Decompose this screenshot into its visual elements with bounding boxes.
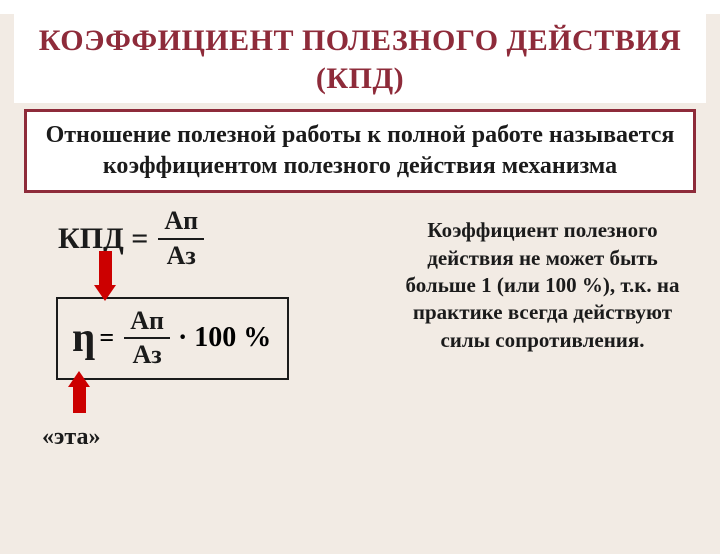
note-text: Коэффициент полезного действия не может … [390,217,695,353]
eta-symbol: ƞ [72,317,95,359]
fraction-2-num: Ап [124,307,170,340]
formula-eta-box: ƞ = Ап Аз · 100 % [56,297,289,380]
formulas-column: КПД = Ап Аз ƞ = Ап Аз · 100 % [28,207,368,450]
multiply-percent: · 100 % [178,322,271,354]
slide-title: КОЭФФИЦИЕНТ ПОЛЕЗНОГО ДЕЙСТВИЯ (КПД) [34,22,686,97]
title-container: КОЭФФИЦИЕНТ ПОЛЕЗНОГО ДЕЙСТВИЯ (КПД) [14,14,706,103]
fraction-2-den: Аз [126,339,167,370]
equals-sign: = [99,323,114,353]
arrow-down-icon [94,251,116,301]
arrow-up-icon [68,371,90,413]
eta-name-label: «эта» [42,424,368,451]
formula-kpd: КПД = Ап Аз [28,207,368,270]
slide: КОЭФФИЦИЕНТ ПОЛЕЗНОГО ДЕЙСТВИЯ (КПД) Отн… [0,14,720,554]
fraction-1-den: Аз [161,240,202,271]
fraction-1: Ап Аз [158,207,204,270]
definition-box: Отношение полезной работы к полной работ… [24,109,696,193]
fraction-2: Ап Аз [124,307,170,370]
definition-text: Отношение полезной работы к полной работ… [45,120,675,182]
fraction-1-num: Ап [158,207,204,240]
note-column: Коэффициент полезного действия не может … [390,217,695,353]
